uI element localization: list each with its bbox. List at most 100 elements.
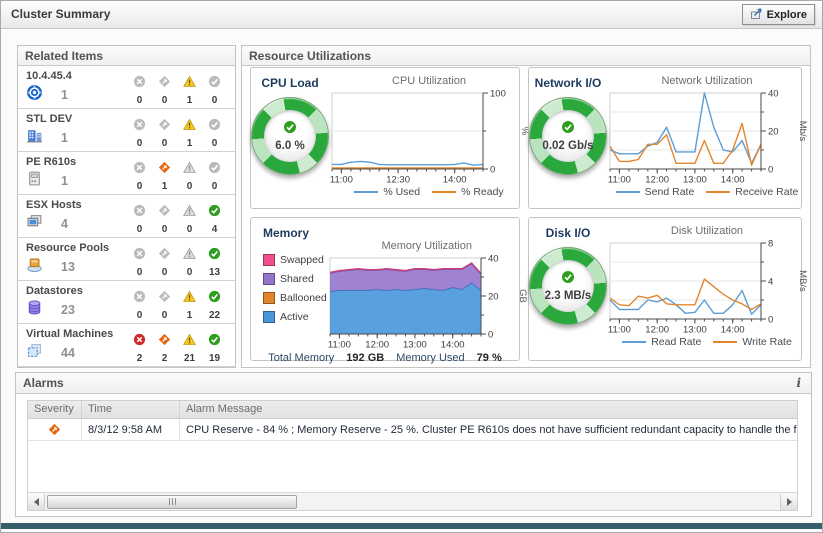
normal-status-icon (208, 247, 221, 265)
alarm-count-normal[interactable]: 19 (202, 333, 227, 366)
fatal-status-icon (133, 290, 146, 308)
legend-item: Shared (263, 273, 327, 285)
time-column-header[interactable]: Time (82, 401, 180, 418)
fatal-status-icon (133, 75, 146, 93)
svg-text:%: % (519, 127, 529, 136)
related-item-count: 44 (61, 346, 75, 360)
alarms-panel: Alarms i Severity Time Alarm Message 8/3… (15, 372, 812, 517)
cpu-load-gauge[interactable]: 6.0 % (251, 97, 329, 175)
disk-utilization-chart-title: Disk Utilization (670, 225, 744, 237)
alarm-count-fatal[interactable]: 0 (127, 75, 152, 108)
related-item-row[interactable]: Virtual Machines 44 2 2 21 19 (18, 324, 235, 367)
alarm-count-warning[interactable]: 1 (177, 290, 202, 323)
alarm-count-fatal[interactable]: 0 (127, 118, 152, 151)
svg-text:11:00: 11:00 (608, 175, 631, 186)
memory-used-value: 79 % (476, 352, 502, 364)
alarm-count-warning[interactable]: 21 (177, 333, 202, 366)
network-io-title: Network I/O (534, 76, 602, 90)
datastore-icon (26, 299, 43, 321)
datacenter-icon (26, 127, 43, 149)
fatal-status-icon (133, 247, 146, 265)
related-item-row[interactable]: STL DEV 1 0 0 1 0 (18, 109, 235, 152)
warning-status-icon (183, 161, 196, 179)
explore-button[interactable]: Explore (741, 4, 815, 25)
vcenter-icon (26, 84, 43, 106)
network-io-gauge[interactable]: 0.02 Gb/s (529, 97, 607, 175)
related-item-row[interactable]: ESX Hosts 4 0 0 0 4 (18, 195, 235, 238)
fatal-status-icon (133, 204, 146, 222)
related-item-name: ESX Hosts (26, 199, 82, 211)
svg-text:0: 0 (488, 330, 493, 341)
alarm-count-fatal[interactable]: 2 (127, 333, 152, 366)
alarm-row[interactable]: 8/3/12 9:58 AM CPU Reserve - 84 % ; Memor… (28, 419, 797, 441)
alarm-count-warning[interactable]: 0 (177, 247, 202, 280)
alarm-count-critical[interactable]: 0 (152, 118, 177, 151)
network-utilization-chart[interactable]: 0 20 40 Mb/s 11:00 12:00 13:00 14:00 (607, 88, 807, 186)
alarm-count-normal[interactable]: 0 (202, 75, 227, 108)
alarm-count-normal[interactable]: 0 (202, 118, 227, 151)
scrollbar-track[interactable] (297, 493, 780, 510)
related-item-row[interactable]: PE R610s 1 0 1 0 0 (18, 152, 235, 195)
svg-text:0: 0 (490, 165, 495, 176)
alarm-message-column-header[interactable]: Alarm Message (186, 403, 263, 415)
legend-item: Send Rate (615, 186, 694, 198)
info-icon[interactable]: i (796, 376, 801, 390)
alarm-count-normal[interactable]: 13 (202, 247, 227, 280)
network-io-value: 0.02 Gb/s (542, 140, 594, 152)
related-item-name: 10.4.45.4 (26, 70, 72, 82)
alarm-count-warning[interactable]: 0 (177, 161, 202, 194)
cpu-utilization-chart[interactable]: 0 100% 11:00 12:30 14:00 (329, 88, 529, 186)
alarm-count-critical[interactable]: 2 (152, 333, 177, 366)
scroll-left-button[interactable] (28, 493, 45, 510)
alarm-count-fatal[interactable]: 0 (127, 290, 152, 323)
disk-utilization-chart[interactable]: 0 4 8 MB/s 11:00 12:00 13:00 14:00 (607, 238, 807, 336)
status-ok-icon (561, 270, 575, 289)
svg-text:40: 40 (768, 89, 779, 100)
disk-io-card: Disk I/O 2.3 MB/s Disk Utilization 0 4 8 MB… (528, 217, 807, 361)
disk-io-title: Disk I/O (545, 226, 591, 240)
svg-text:20: 20 (488, 292, 499, 303)
total-memory-label: Total Memory (268, 352, 335, 364)
normal-status-icon (208, 161, 221, 179)
alarm-count-critical[interactable]: 0 (152, 247, 177, 280)
alarms-table-header: Severity Time Alarm Message (28, 401, 797, 419)
alarm-count-warning[interactable]: 0 (177, 204, 202, 237)
fatal-status-icon (133, 118, 146, 136)
related-item-row[interactable]: Datastores 23 0 0 1 22 (18, 281, 235, 324)
related-item-row[interactable]: 10.4.45.4 1 0 0 1 0 (18, 66, 235, 109)
disk-io-gauge[interactable]: 2.3 MB/s (529, 247, 607, 325)
svg-text:14:00: 14:00 (721, 175, 745, 186)
scrollbar-thumb[interactable] (47, 494, 297, 509)
severity-column-header[interactable]: Severity (28, 401, 82, 418)
vm-icon (26, 342, 43, 364)
alarm-message: CPU Reserve - 84 % ; Memory Reserve - 25… (186, 423, 797, 436)
alarm-count-fatal[interactable]: 0 (127, 247, 152, 280)
alarm-count-critical[interactable]: 0 (152, 290, 177, 323)
related-item-name: Virtual Machines (26, 328, 114, 340)
normal-status-icon (208, 204, 221, 222)
memory-utilization-chart-title: Memory Utilization (381, 240, 472, 252)
related-items-panel: Related Items 10.4.45.4 1 0 0 1 0 STL DEV 1 0 0 1 0… (17, 45, 236, 368)
alarm-count-warning[interactable]: 1 (177, 75, 202, 108)
alarm-count-fatal[interactable]: 0 (127, 204, 152, 237)
related-item-count: 1 (61, 88, 68, 102)
related-item-row[interactable]: Resource Pools 13 0 0 0 13 (18, 238, 235, 281)
legend-item: Write Rate (713, 336, 792, 348)
normal-status-icon (208, 333, 221, 351)
network-chart-legend: Send Rate Receive Rate (615, 186, 798, 198)
alarm-count-normal[interactable]: 0 (202, 161, 227, 194)
horizontal-scrollbar[interactable] (28, 492, 797, 510)
related-item-name: Resource Pools (26, 242, 110, 254)
alarm-count-normal[interactable]: 4 (202, 204, 227, 237)
alarm-count-warning[interactable]: 1 (177, 118, 202, 151)
alarm-count-critical[interactable]: 1 (152, 161, 177, 194)
alarm-count-critical[interactable]: 0 (152, 75, 177, 108)
critical-status-icon (158, 161, 171, 179)
scroll-right-button[interactable] (780, 493, 797, 510)
alarm-count-normal[interactable]: 22 (202, 290, 227, 323)
alarm-count-fatal[interactable]: 0 (127, 161, 152, 194)
memory-utilization-chart[interactable]: 0 20 40 GB 11:00 12:00 13:00 14:00 (327, 253, 527, 351)
alarm-count-critical[interactable]: 0 (152, 204, 177, 237)
svg-text:20: 20 (768, 127, 779, 138)
svg-text:14:00: 14:00 (443, 175, 467, 186)
